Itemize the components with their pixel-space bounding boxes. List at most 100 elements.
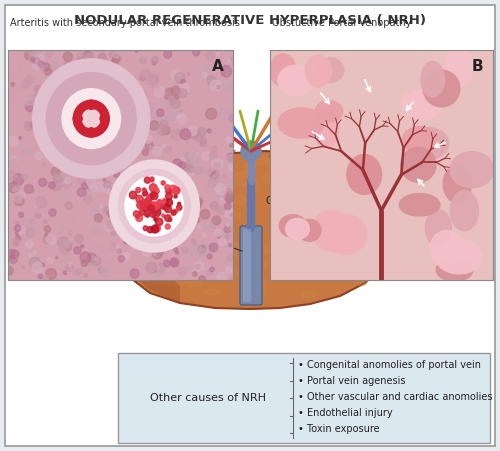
Circle shape — [173, 187, 180, 194]
Circle shape — [30, 258, 40, 269]
Circle shape — [14, 225, 20, 231]
Ellipse shape — [244, 161, 255, 174]
Circle shape — [142, 204, 150, 211]
Circle shape — [112, 163, 118, 169]
Circle shape — [178, 89, 187, 97]
Circle shape — [142, 247, 152, 257]
Circle shape — [173, 216, 183, 226]
Circle shape — [64, 242, 69, 247]
Circle shape — [217, 207, 224, 214]
Circle shape — [92, 257, 101, 266]
Circle shape — [96, 244, 104, 252]
Circle shape — [11, 83, 15, 86]
Circle shape — [154, 218, 157, 221]
Circle shape — [168, 225, 178, 235]
Circle shape — [144, 202, 148, 206]
Circle shape — [6, 84, 16, 94]
Circle shape — [100, 266, 111, 277]
Circle shape — [162, 214, 165, 217]
Circle shape — [162, 205, 172, 216]
Circle shape — [142, 93, 146, 97]
Circle shape — [134, 211, 140, 217]
Ellipse shape — [203, 290, 220, 295]
Ellipse shape — [249, 276, 266, 286]
Circle shape — [50, 64, 60, 74]
Circle shape — [167, 244, 170, 246]
Circle shape — [113, 195, 117, 199]
Text: Inferior vena cava: Inferior vena cava — [65, 206, 154, 216]
Circle shape — [80, 245, 84, 248]
Circle shape — [148, 78, 156, 87]
Ellipse shape — [180, 193, 196, 200]
Circle shape — [32, 95, 42, 106]
Ellipse shape — [144, 253, 157, 262]
Circle shape — [137, 108, 142, 113]
Circle shape — [45, 181, 52, 188]
Circle shape — [44, 68, 52, 75]
Ellipse shape — [349, 217, 364, 225]
FancyBboxPatch shape — [118, 353, 490, 443]
Circle shape — [38, 232, 40, 235]
Circle shape — [5, 79, 13, 87]
Circle shape — [200, 141, 205, 147]
Circle shape — [85, 79, 87, 82]
Circle shape — [112, 51, 119, 58]
Ellipse shape — [242, 181, 251, 189]
Circle shape — [168, 218, 172, 221]
Circle shape — [122, 160, 128, 166]
Ellipse shape — [260, 173, 282, 184]
FancyBboxPatch shape — [5, 5, 495, 446]
Circle shape — [58, 145, 66, 152]
Circle shape — [174, 248, 178, 252]
Circle shape — [164, 88, 175, 100]
Circle shape — [144, 267, 150, 274]
Circle shape — [210, 152, 217, 160]
Circle shape — [36, 79, 41, 84]
Circle shape — [152, 187, 159, 194]
Circle shape — [218, 65, 225, 72]
Circle shape — [112, 138, 117, 143]
Circle shape — [144, 211, 150, 216]
Circle shape — [48, 258, 53, 263]
Circle shape — [220, 112, 228, 120]
Circle shape — [144, 135, 152, 143]
Circle shape — [16, 221, 18, 225]
Circle shape — [104, 70, 114, 79]
Circle shape — [228, 244, 232, 247]
Circle shape — [184, 162, 192, 170]
Circle shape — [179, 127, 188, 137]
Circle shape — [204, 226, 211, 234]
Circle shape — [142, 217, 149, 225]
Circle shape — [148, 195, 152, 198]
Circle shape — [145, 198, 150, 202]
Circle shape — [167, 174, 172, 179]
Circle shape — [59, 107, 68, 116]
Circle shape — [137, 241, 146, 251]
Circle shape — [213, 226, 216, 228]
Circle shape — [53, 61, 56, 65]
Circle shape — [90, 184, 98, 192]
Circle shape — [96, 155, 100, 159]
Circle shape — [98, 54, 106, 61]
Circle shape — [32, 190, 34, 193]
Circle shape — [212, 127, 222, 137]
Circle shape — [188, 126, 198, 135]
Circle shape — [173, 187, 178, 192]
Circle shape — [58, 192, 63, 198]
Circle shape — [24, 51, 34, 60]
Circle shape — [124, 240, 128, 244]
Circle shape — [150, 211, 156, 217]
Text: • Congenital anomolies of portal vein: • Congenital anomolies of portal vein — [298, 360, 481, 370]
Circle shape — [241, 141, 261, 161]
Circle shape — [206, 76, 216, 85]
Circle shape — [18, 195, 23, 200]
Circle shape — [22, 147, 32, 156]
Circle shape — [116, 101, 126, 111]
Circle shape — [85, 145, 88, 148]
Circle shape — [148, 226, 154, 233]
Circle shape — [77, 151, 84, 158]
Circle shape — [58, 112, 62, 115]
Circle shape — [86, 80, 93, 87]
Circle shape — [139, 75, 144, 81]
Circle shape — [136, 195, 143, 203]
